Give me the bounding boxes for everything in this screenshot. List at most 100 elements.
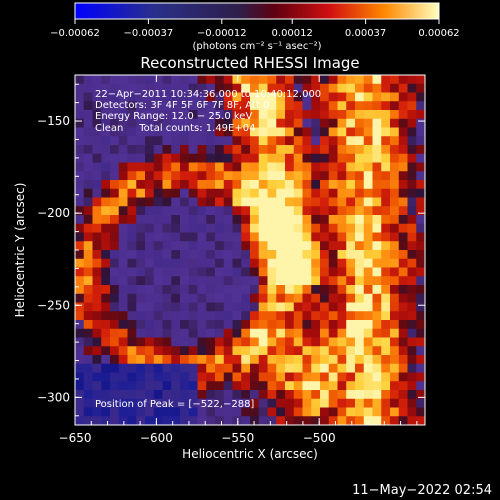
heatmap-cell [162,75,172,85]
heatmap-cell [110,145,120,155]
heatmap-cell [346,372,356,382]
heatmap-cell [118,258,128,268]
heatmap-cell [206,363,216,373]
heatmap-cell [407,127,417,137]
heatmap-cell [416,188,425,198]
heatmap-cell [127,363,137,373]
heatmap-cell [223,363,233,373]
heatmap-cell [320,145,330,155]
heatmap-cell [250,258,260,268]
heatmap-cell [215,110,225,120]
heatmap-cell [390,188,400,198]
heatmap-cell [390,162,400,172]
heatmap-cell [197,355,207,365]
heatmap-cell [407,337,417,347]
heatmap-cell [153,215,163,225]
heatmap-cell [197,372,207,382]
heatmap-cell [83,101,93,111]
heatmap-cell [75,241,85,251]
heatmap-cell [390,136,400,146]
heatmap-cell [337,346,347,356]
heatmap-cell [241,197,251,207]
heatmap-cell [127,92,137,102]
heatmap-cell [180,398,190,408]
heatmap-cell [92,285,102,295]
heatmap-cell [355,206,365,216]
heatmap-cell [241,311,251,321]
heatmap-cell [363,145,373,155]
heatmap-cell [83,302,93,312]
heatmap-cell [267,223,277,233]
heatmap-cell [241,363,251,373]
heatmap-cell [346,328,356,338]
heatmap-cell [241,320,251,330]
heatmap-cell [75,92,85,102]
heatmap-cell [355,136,365,146]
heatmap-cell [328,337,338,347]
heatmap-cell [110,197,120,207]
heatmap-cell [110,92,120,102]
heatmap-cell [302,407,312,417]
heatmap-cell [363,381,373,391]
heatmap-cell [372,110,382,120]
heatmap-cell [75,250,85,260]
heatmap-cell [276,136,286,146]
heatmap-cell [372,101,382,111]
heatmap-cell [346,416,356,425]
heatmap-cell [75,223,85,233]
heatmap-cell [75,311,85,321]
heatmap-cell [363,372,373,382]
heatmap-cell [110,363,120,373]
heatmap-cell [337,206,347,216]
heatmap-cell [276,311,286,321]
heatmap-cell [302,293,312,303]
heatmap-cell [197,75,207,85]
heatmap-cell [206,153,216,163]
heatmap-cell [390,267,400,277]
heatmap-cell [223,110,233,120]
heatmap-cell [232,416,242,425]
heatmap-cell [180,145,190,155]
heatmap-cell [83,267,93,277]
heatmap-cell [398,355,408,365]
heatmap-cell [390,416,400,425]
heatmap-cell [355,171,365,181]
heatmap-cell [180,267,190,277]
heatmap-cell [398,363,408,373]
heatmap-cell [206,293,216,303]
heatmap-cell [162,372,172,382]
heatmap-cell [127,153,137,163]
heatmap-cell [328,276,338,286]
heatmap-cell [188,75,198,85]
heatmap-cell [101,258,111,268]
heatmap-cell [197,153,207,163]
heatmap-cell [293,136,303,146]
heatmap-cell [267,293,277,303]
heatmap-cell [285,390,295,400]
heatmap-cell [285,320,295,330]
heatmap-cell [83,118,93,128]
heatmap-cell [188,285,198,295]
heatmap-cell [416,180,425,190]
heatmap-cell [118,363,128,373]
heatmap-cell [171,328,181,338]
heatmap-cell [311,250,321,260]
heatmap-cell [363,110,373,120]
heatmap-cell [215,372,225,382]
heatmap-cell [153,285,163,295]
heatmap-cell [232,101,242,111]
heatmap-cell [285,241,295,251]
heatmap-cell [83,398,93,408]
heatmap-cell [197,136,207,146]
heatmap-cell [171,293,181,303]
heatmap-cell [101,92,111,102]
heatmap-cell [83,346,93,356]
colorbar-tick-label: 0.00012 [272,28,313,39]
heatmap-cell [267,355,277,365]
heatmap-cell [162,215,172,225]
heatmap-cell [171,363,181,373]
heatmap-cell [302,215,312,225]
heatmap-cell [346,101,356,111]
heatmap-cell [171,145,181,155]
heatmap-cell [75,407,85,417]
